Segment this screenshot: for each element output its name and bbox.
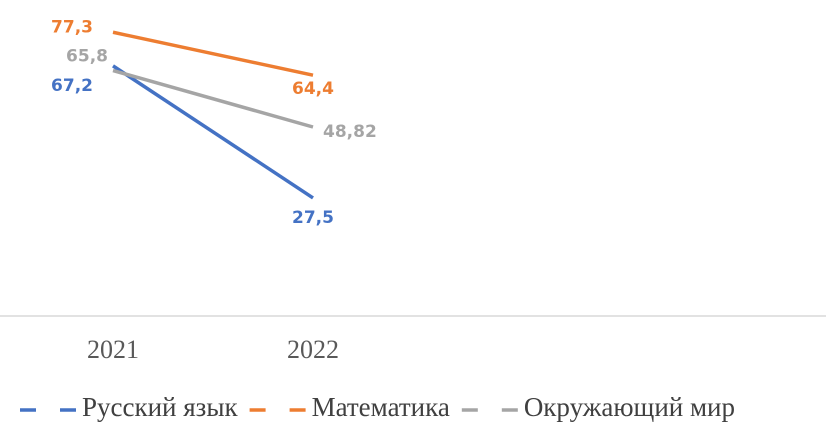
data-label: 27,5 xyxy=(292,208,334,228)
data-label: 67,2 xyxy=(51,76,93,96)
series-line xyxy=(112,30,314,77)
series-line xyxy=(112,64,314,200)
legend-label: Математика xyxy=(312,392,450,422)
data-label: 64,4 xyxy=(292,79,334,99)
x-tick-label: 2021 xyxy=(87,335,139,364)
x-tick-label: 2022 xyxy=(287,335,339,364)
legend-label: Окружающий мир xyxy=(524,392,735,422)
series-line xyxy=(112,68,314,129)
data-label: 77,3 xyxy=(51,17,93,37)
data-label: 48,82 xyxy=(323,122,377,142)
legend-label: Русский язык xyxy=(82,392,238,422)
data-label: 65,8 xyxy=(66,47,108,67)
